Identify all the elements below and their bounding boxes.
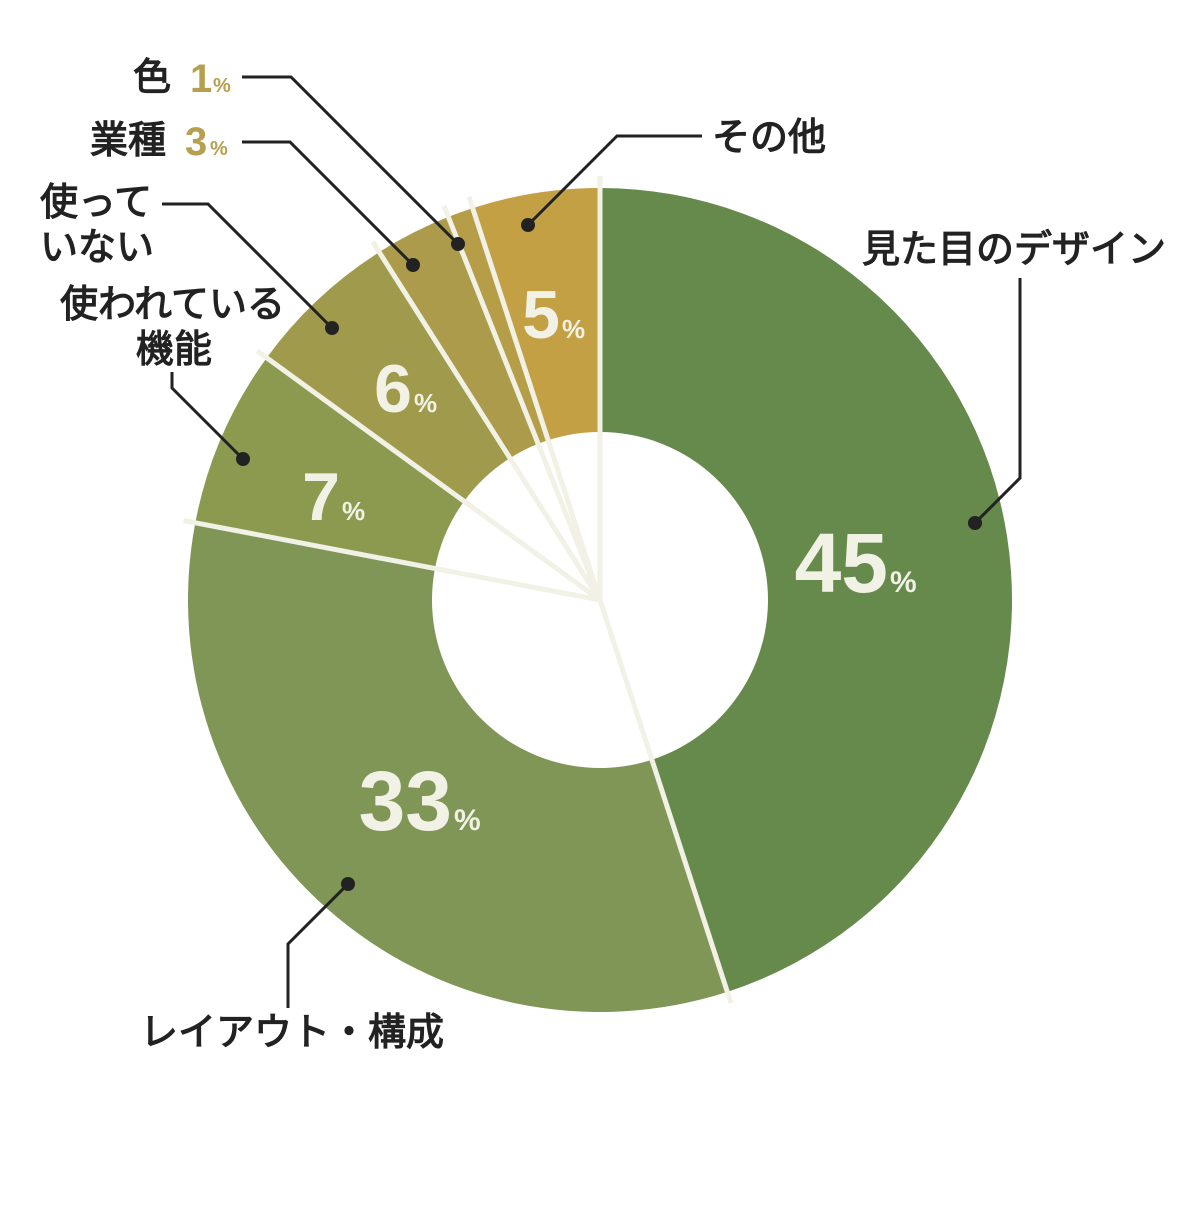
value-percent-layout: % [454, 804, 481, 837]
slice-design [600, 188, 1012, 992]
slice-separator [597, 599, 734, 1005]
value-label-features: 7 [302, 459, 340, 535]
value-label-layout: 33 [359, 754, 452, 848]
slice-separator [370, 240, 603, 602]
leader-dot-other [521, 218, 535, 232]
label-industry: 業種 [90, 120, 166, 162]
label-unused-line1: 使って [40, 182, 152, 224]
value-label-unused: 6 [374, 351, 412, 427]
label-design: 見た目のデザイン [862, 228, 1166, 271]
slice-separator [255, 348, 602, 603]
leader-line-other [526, 134, 702, 227]
label-value-color: 1 [190, 57, 212, 101]
label-features-line1: 使われている [60, 284, 285, 326]
leader-dot-features [236, 452, 250, 466]
label-features-line2: 機能 [136, 329, 212, 371]
value-label-design: 45 [795, 516, 888, 610]
slice-other [472, 188, 600, 441]
value-percent-features: % [342, 496, 365, 526]
slice-industry [379, 216, 539, 459]
label-layout: レイアウト・構成 [140, 1012, 444, 1054]
slice-layout [187, 522, 728, 1012]
leader-line-unused [162, 202, 334, 330]
slice-unused [266, 252, 510, 502]
leader-line-industry [242, 140, 415, 267]
leader-dot-design [968, 516, 982, 530]
value-label-other: 5 [522, 277, 560, 353]
label-value-industry: 3 [185, 120, 207, 164]
slice-separator [441, 204, 603, 601]
leader-line-design [973, 278, 1022, 525]
leader-dot-industry [406, 258, 420, 272]
slice-separator [466, 195, 603, 601]
leader-line-color [242, 75, 460, 246]
slice-color [448, 208, 549, 444]
value-percent-design: % [890, 566, 917, 599]
slice-features [195, 357, 465, 569]
leader-line-features [170, 372, 245, 461]
leader-line-layout [286, 882, 350, 1008]
label-other: その他 [712, 117, 826, 159]
value-percent-other: % [562, 314, 585, 344]
label-percent-industry: % [210, 138, 228, 160]
slice-separator [183, 518, 601, 603]
leader-dot-layout [341, 877, 355, 891]
label-unused-line2: いない [40, 227, 154, 269]
label-color: 色 [133, 57, 171, 99]
label-percent-color: % [213, 75, 231, 97]
value-percent-unused: % [414, 388, 437, 418]
leader-dot-unused [325, 321, 339, 335]
leader-dot-color [451, 237, 465, 251]
